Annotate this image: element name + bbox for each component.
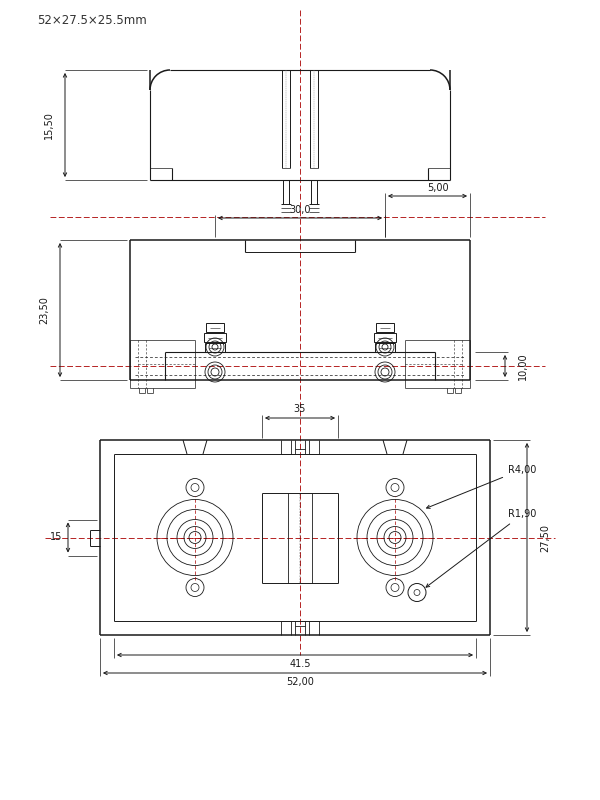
Text: 5,00: 5,00 — [427, 183, 448, 193]
Text: 35: 35 — [294, 404, 306, 414]
Text: 30,0: 30,0 — [289, 205, 311, 215]
Bar — [206, 323, 224, 332]
Text: 23,50: 23,50 — [39, 296, 49, 324]
Text: 52×27.5×25.5mm: 52×27.5×25.5mm — [37, 14, 147, 27]
Text: 27,50: 27,50 — [540, 523, 550, 551]
Bar — [374, 333, 396, 342]
Text: 41.5: 41.5 — [289, 659, 311, 669]
Text: R1,90: R1,90 — [426, 510, 536, 587]
Text: 52,00: 52,00 — [286, 677, 314, 687]
Bar — [205, 343, 225, 352]
Text: R4,00: R4,00 — [427, 465, 536, 508]
Bar — [376, 323, 394, 332]
Text: 15: 15 — [50, 533, 62, 542]
Bar — [375, 343, 395, 352]
Text: 15,50: 15,50 — [44, 111, 54, 139]
Bar — [204, 333, 226, 342]
Text: 10,00: 10,00 — [518, 352, 528, 380]
